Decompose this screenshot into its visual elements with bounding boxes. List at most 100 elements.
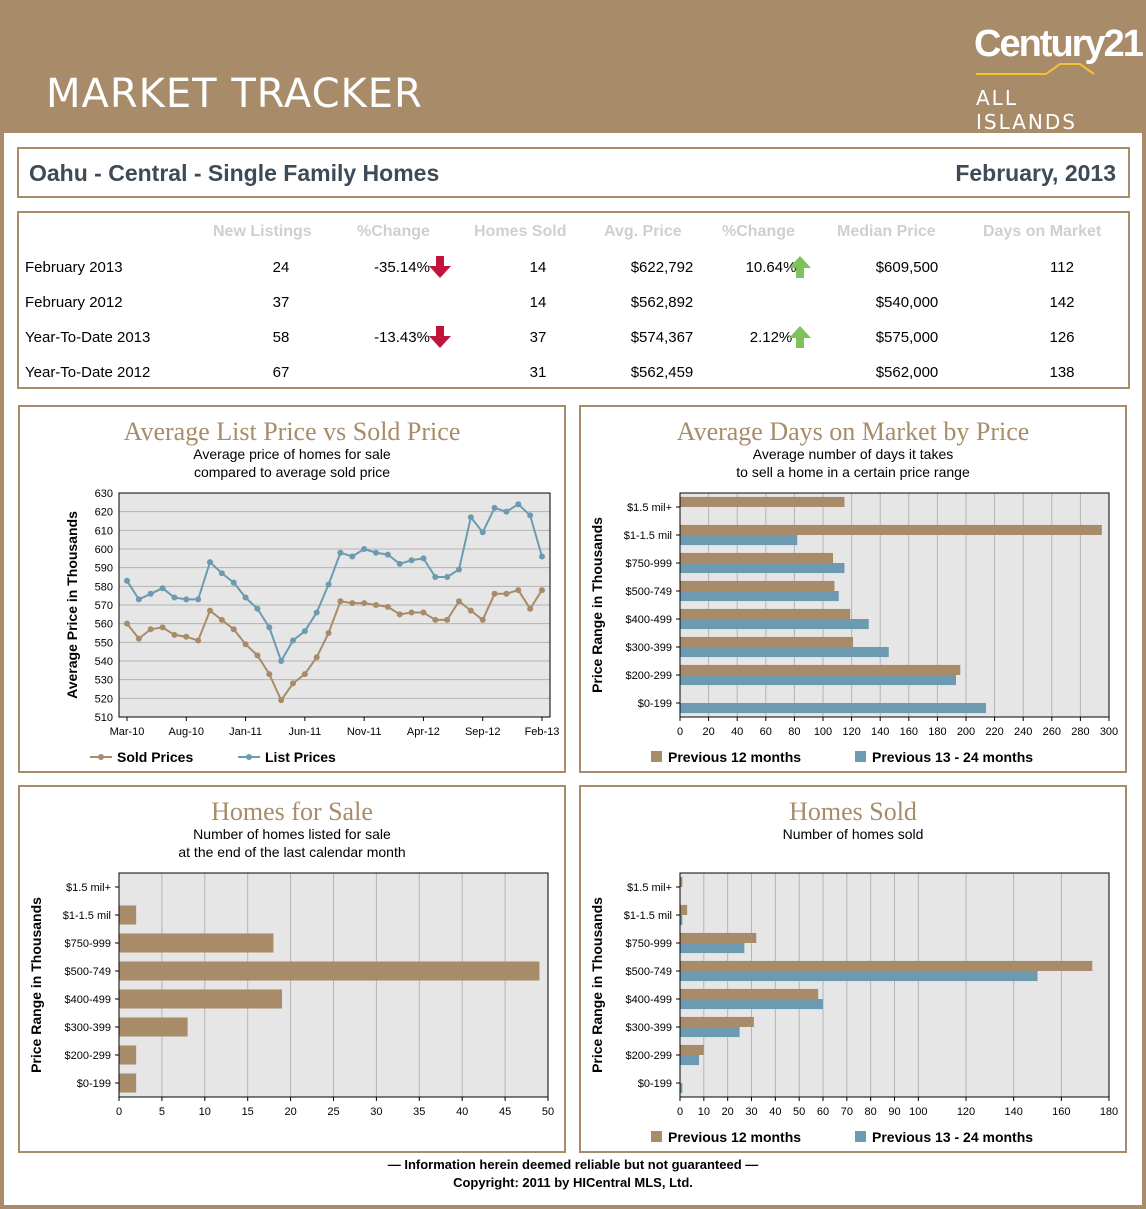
data-point	[432, 616, 439, 623]
data-point	[147, 590, 154, 597]
data-point	[195, 637, 202, 644]
bar	[680, 664, 961, 675]
stats-cell-avg-price: $562,892	[630, 294, 694, 311]
x-tick-label: 5	[159, 1106, 165, 1118]
bar	[680, 960, 1093, 971]
data-point	[444, 616, 451, 623]
data-point	[479, 616, 486, 623]
line-chart: 510 520 530 540 550 560 570 580 590 600 610 620 630 M…	[64, 488, 559, 765]
y-tick-label: 510	[95, 712, 113, 724]
stats-cell-new-listings: 58	[272, 329, 290, 346]
y-tick-label: $400-499	[65, 994, 112, 1006]
data-point	[539, 587, 545, 594]
homes-for-sale-panel: Homes for Sale Number of homes listed fo…	[18, 785, 566, 1153]
bar	[119, 933, 274, 953]
x-tick-label: 140	[871, 726, 889, 738]
y-axis-label: Price Range in Thousands	[589, 897, 605, 1073]
data-point	[207, 559, 213, 566]
data-point	[278, 697, 285, 704]
x-tick-label: 280	[1071, 726, 1089, 738]
area-title: Oahu - Central - Single Family Homes	[29, 160, 440, 186]
footer: — Information herein deemed reliable but…	[0, 1156, 1146, 1192]
data-point	[195, 596, 202, 603]
data-point	[135, 596, 142, 603]
column-header-median-price: Median Price	[837, 223, 936, 240]
bar	[680, 971, 1038, 982]
data-point	[467, 607, 474, 614]
legend-label: Previous 13 - 24 months	[872, 1129, 1033, 1145]
y-tick-label: $400-499	[626, 614, 673, 626]
x-tick-label: 10	[698, 1106, 710, 1118]
x-tick-label: 35	[413, 1106, 425, 1118]
arrow-up-icon	[789, 256, 811, 278]
data-point	[408, 557, 415, 564]
x-tick-label: Mar-10	[110, 726, 145, 738]
x-tick-label: 120	[957, 1106, 975, 1118]
legend-label: Previous 12 months	[668, 1129, 801, 1145]
bar	[680, 1044, 704, 1055]
data-point	[467, 514, 474, 521]
plot-border	[118, 492, 551, 718]
bar	[119, 1045, 137, 1065]
y-tick-label: $750-999	[65, 938, 112, 950]
chart-title: Average List Price vs Sold Price	[123, 417, 461, 446]
legend-label: Previous 13 - 24 months	[872, 749, 1033, 765]
data-point	[337, 598, 344, 605]
arrow-down-icon	[429, 256, 451, 278]
y-tick-label: $750-999	[626, 558, 673, 570]
x-tick-label: 40	[731, 726, 743, 738]
arrow-up-icon	[789, 326, 811, 348]
x-tick-label: 0	[116, 1106, 122, 1118]
y-tick-label: $0-199	[77, 1078, 111, 1090]
data-point	[147, 626, 154, 633]
data-point	[313, 654, 320, 661]
stats-cell-days-on-market: 112	[1050, 259, 1074, 276]
chart-subtitle-line: compared to average sold price	[193, 464, 391, 480]
x-tick-label: 140	[1004, 1106, 1022, 1118]
data-point	[290, 637, 296, 644]
data-point	[242, 594, 249, 601]
y-tick-label: $500-749	[65, 966, 112, 978]
x-tick-label: 100	[814, 726, 832, 738]
x-tick-label: 50	[793, 1106, 805, 1118]
x-tick-label: 80	[865, 1106, 877, 1118]
column-header-homes-sold: Homes Sold	[474, 223, 567, 240]
logo-brand-text: Century21	[974, 23, 1144, 65]
y-axis-label: Price Range in Thousands	[589, 517, 605, 693]
chart-title: Average Days on Market by Price	[676, 417, 1030, 446]
period-title: February, 2013	[955, 160, 1116, 186]
x-tick-label: 60	[760, 726, 772, 738]
bar	[119, 961, 540, 981]
data-point	[313, 609, 320, 616]
data-point	[396, 560, 403, 567]
column-header-listings-change: %Change	[357, 223, 430, 240]
stats-cell-price-change: 2.12%	[749, 329, 793, 346]
bar	[680, 999, 823, 1010]
data-point	[207, 607, 213, 614]
legend-label: List Prices	[265, 749, 336, 765]
x-tick-label: 180	[1100, 1106, 1118, 1118]
x-tick-label: 160	[1052, 1106, 1070, 1118]
stats-cell-new-listings: 24	[272, 259, 290, 276]
y-tick-label: $300-399	[65, 1022, 112, 1034]
data-point	[254, 605, 261, 612]
data-point	[171, 594, 178, 601]
bar-chart: 0 20 40 60 80 100 120 140 160 180 200 220 240 260 280 3…	[589, 492, 1118, 765]
data-point	[159, 624, 166, 631]
column-header-days-on-market: Days on Market	[983, 223, 1102, 240]
bar	[680, 675, 956, 686]
stats-cell-homes-sold: 37	[529, 329, 547, 346]
x-tick-label: 240	[1014, 726, 1032, 738]
report-title-bar: Oahu - Central - Single Family Homes Feb…	[17, 147, 1130, 198]
data-point	[361, 546, 368, 552]
y-tick-label: $200-299	[626, 670, 673, 682]
footer-copyright: Copyright: 2011 by HICentral MLS, Ltd.	[453, 1175, 693, 1190]
stats-cell-avg-price: $574,367	[630, 329, 694, 346]
bar	[680, 580, 835, 591]
x-tick-label: 300	[1100, 726, 1118, 738]
x-tick-label: 25	[327, 1106, 339, 1118]
data-point	[373, 549, 379, 556]
chart-subtitle-line: to sell a home in a certain price range	[736, 464, 970, 480]
data-point	[503, 590, 510, 597]
